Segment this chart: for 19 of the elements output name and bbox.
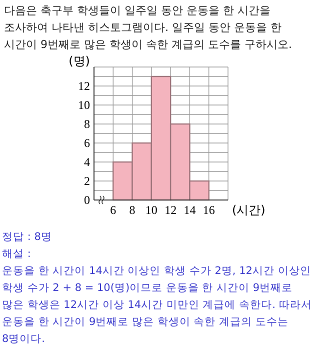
x-tick-label: 16 [202, 203, 215, 217]
x-tick-label: 8 [129, 203, 136, 217]
y-tick-label: 2 [84, 174, 90, 188]
y-tick-label: 6 [84, 136, 90, 150]
text: 해설 : [2, 248, 31, 260]
x-tick-label: 14 [184, 203, 196, 217]
y-tick-label: 12 [78, 79, 90, 94]
y-tick-label: 0 [84, 193, 90, 208]
x-tick-label: 10 [145, 203, 158, 217]
chart-title: 다음은 축구부 학생들이 일주일 동안 운동을 한 시간을 조사하여 나타낸 히스토그램이다. 일주일 동안 운동을 한 시간이 9번째로 많은 학생이 속한 계급의 도수를 구하시오. [4, 4, 292, 51]
text: 운동을 한 시간이 14시간 이상인 학생 수가 2명, 12시간 이상인 학생 수가 2 + 8 = 10(명)이므로 운동을 한 시간이 9번째로 많은 학생은 12시간 이상 14시간 미만인 계급에 속한다. 따라서 운동을 한 시간이 9번째로 많은 학생이 속한 계급의 도수는 8명이다. [2, 265, 312, 345]
y-tick-label: 10 [78, 98, 90, 112]
y-tick-label: 8 [84, 117, 90, 132]
x-axis-title: (시간) [232, 203, 266, 217]
x-tick-label: 12 [164, 203, 177, 217]
text: 정답 : 8명 [2, 231, 52, 243]
y-tick-label: 4 [84, 155, 90, 170]
y-axis-title: (명) [68, 54, 90, 68]
x-tick-label: 6 [110, 203, 116, 217]
